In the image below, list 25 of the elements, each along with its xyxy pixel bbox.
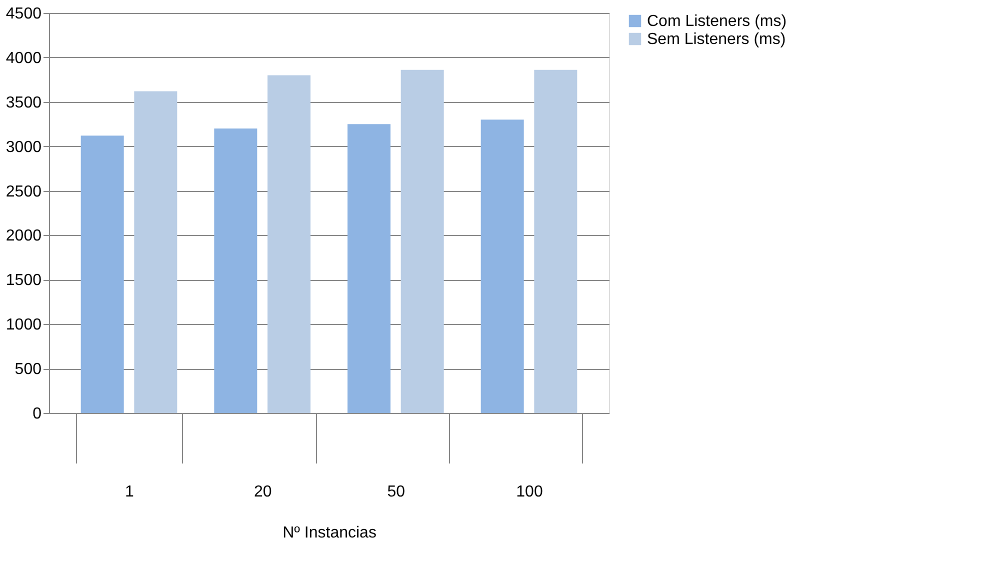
y-tick-label: 500 xyxy=(14,361,42,378)
x-tick-label: 50 xyxy=(387,484,406,500)
bar xyxy=(268,75,310,413)
y-tick-label: 1500 xyxy=(6,272,42,290)
legend-label: Sem Listeners (ms) xyxy=(647,31,786,48)
legend-label: Com Listeners (ms) xyxy=(647,13,787,30)
x-tick-label: 1 xyxy=(125,484,134,500)
x-tick-label: 100 xyxy=(516,484,543,500)
x-tick-label: 20 xyxy=(254,484,272,500)
y-tick-label: 0 xyxy=(32,406,42,422)
y-tick-label: 2000 xyxy=(6,228,42,245)
bar xyxy=(480,120,524,413)
bar xyxy=(348,124,390,413)
y-tick-label: 3000 xyxy=(6,138,42,156)
y-tick-label: 3500 xyxy=(6,94,42,112)
y-tick-label: 1000 xyxy=(6,316,42,334)
x-axis-title: Nº Instancias xyxy=(282,524,376,542)
bar xyxy=(134,91,178,413)
bar xyxy=(80,136,124,413)
y-tick-label: 4000 xyxy=(6,50,42,67)
bar xyxy=(214,128,258,413)
y-tick-label: 4500 xyxy=(6,6,42,22)
y-tick-label: 2500 xyxy=(6,183,42,200)
bar xyxy=(400,70,444,413)
bar xyxy=(534,70,578,413)
